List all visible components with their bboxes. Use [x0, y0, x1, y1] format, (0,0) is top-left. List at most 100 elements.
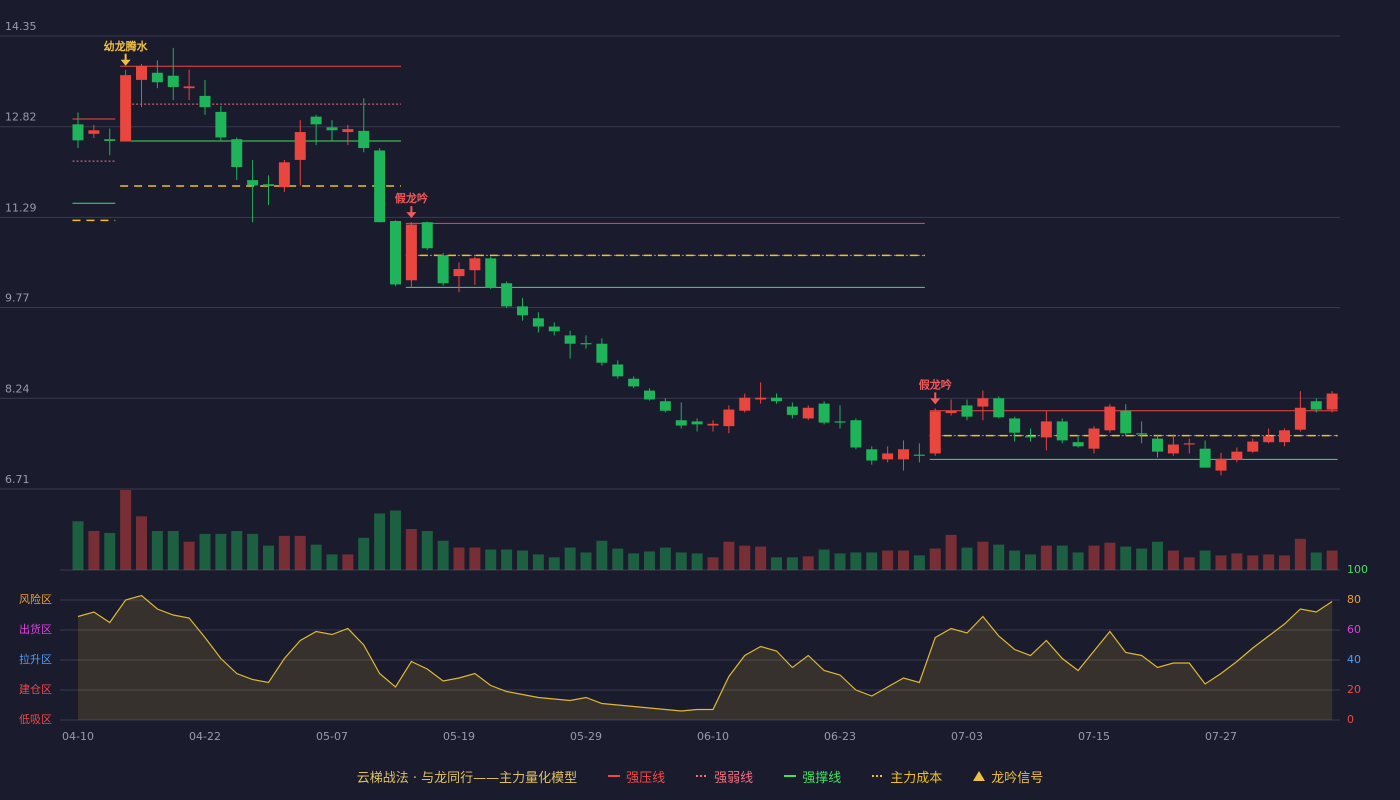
volume-bar	[786, 557, 798, 570]
signal-label: 假龙吟	[919, 377, 952, 391]
volume-bar	[421, 530, 433, 570]
volume-bar	[469, 547, 481, 570]
volume-bar	[136, 516, 147, 570]
volume-bar	[1025, 554, 1036, 570]
y-tick-label: 12.82	[5, 111, 37, 124]
candle-body	[72, 124, 84, 141]
candle-body	[834, 421, 846, 423]
legend-item[interactable]: 主力成本	[871, 767, 942, 786]
volume-bar	[898, 550, 909, 570]
candle-body	[596, 343, 608, 363]
x-tick-label: 05-29	[570, 730, 602, 743]
candle-body	[88, 130, 100, 134]
volume-bar	[1072, 552, 1084, 570]
candle-body	[898, 449, 909, 460]
candle-body	[247, 180, 259, 186]
legend-swatch	[696, 775, 709, 777]
candle-body	[469, 258, 481, 271]
candle-body	[358, 130, 370, 149]
volume-bar	[596, 540, 608, 570]
x-tick-label: 06-10	[697, 730, 729, 743]
x-tick-label: 07-15	[1078, 730, 1110, 743]
candle-body	[945, 410, 957, 414]
volume-bar	[263, 545, 274, 570]
signal-arrow	[120, 53, 131, 66]
volume-bar	[1215, 555, 1227, 570]
candle-body	[850, 420, 862, 448]
legend-label: 强弱线	[714, 770, 754, 786]
volume-bar	[294, 535, 306, 570]
volume-bar	[977, 541, 989, 570]
volume-bar	[342, 554, 354, 570]
volume-bar	[247, 533, 259, 570]
volume-bar	[183, 541, 195, 570]
legend-marker	[973, 771, 986, 781]
candle-body	[929, 411, 941, 454]
signal-label: 幼龙腾水	[104, 39, 149, 53]
volume-bar	[88, 530, 100, 570]
candle-body	[675, 420, 687, 426]
volume-bar	[501, 549, 513, 570]
candle-body	[993, 398, 1005, 418]
candle-body	[532, 318, 544, 327]
candle-body	[326, 127, 338, 131]
y-tick-label: 9.77	[5, 292, 30, 305]
candle-body	[739, 397, 751, 411]
volume-bar	[564, 547, 576, 570]
candle-body	[882, 453, 894, 460]
volume-bar	[866, 552, 878, 570]
volume-bar	[707, 557, 719, 570]
indicator-tick-label: 40	[1347, 653, 1361, 666]
volume-bar	[231, 530, 243, 570]
legend-label: 强压线	[626, 770, 666, 786]
volume-bar	[1152, 541, 1163, 570]
candle-body	[1310, 401, 1322, 410]
candle-body	[564, 335, 576, 344]
candle-body	[485, 258, 497, 288]
volume-bar	[818, 549, 830, 570]
candle-body	[961, 405, 973, 417]
zone-label: 低吸区	[19, 713, 52, 726]
candle-body	[1167, 444, 1179, 454]
volume-bar	[215, 533, 227, 570]
candle-body	[263, 184, 274, 187]
volume-bar	[104, 532, 116, 570]
candle-body	[1136, 433, 1148, 435]
candle-body	[1152, 438, 1163, 452]
candle-body	[405, 224, 417, 281]
volume-bar	[1294, 538, 1306, 570]
candle-body	[310, 116, 322, 125]
volume-bar	[437, 540, 449, 570]
y-tick-label: 8.24	[5, 382, 30, 395]
candle-body	[1104, 406, 1116, 431]
volume-bar	[739, 545, 751, 570]
legend-swatch	[784, 775, 797, 777]
volume-bar	[850, 552, 862, 570]
candle-body	[1072, 442, 1084, 447]
candle-body	[628, 378, 640, 387]
candle-body	[1215, 458, 1227, 471]
y-tick-label: 11.29	[5, 201, 37, 214]
legend-swatch	[973, 771, 986, 781]
volume-bar	[485, 549, 497, 570]
volume-bar	[913, 555, 925, 570]
x-tick-label: 04-10	[62, 730, 94, 743]
volume-bar	[151, 530, 163, 570]
volume-bar	[1056, 545, 1068, 570]
legend-item[interactable]: 龙吟信号	[972, 767, 1043, 786]
zone-label: 拉升区	[19, 652, 52, 666]
legend-item[interactable]: 强弱线	[695, 767, 753, 786]
volume-bar	[644, 551, 655, 570]
volume-bar	[1167, 550, 1179, 570]
candle-body	[453, 269, 465, 277]
volume-bar	[453, 547, 465, 570]
legend-item[interactable]: 强压线	[607, 767, 665, 786]
volume-bar	[1326, 550, 1338, 570]
signal-arrow	[930, 392, 941, 405]
legend-item[interactable]: 强撑线	[783, 767, 841, 786]
candle-body	[1199, 448, 1211, 468]
volume-bar	[326, 554, 338, 570]
volume-bar	[532, 554, 544, 570]
candle-body	[1025, 436, 1036, 438]
candle-body	[183, 86, 195, 89]
